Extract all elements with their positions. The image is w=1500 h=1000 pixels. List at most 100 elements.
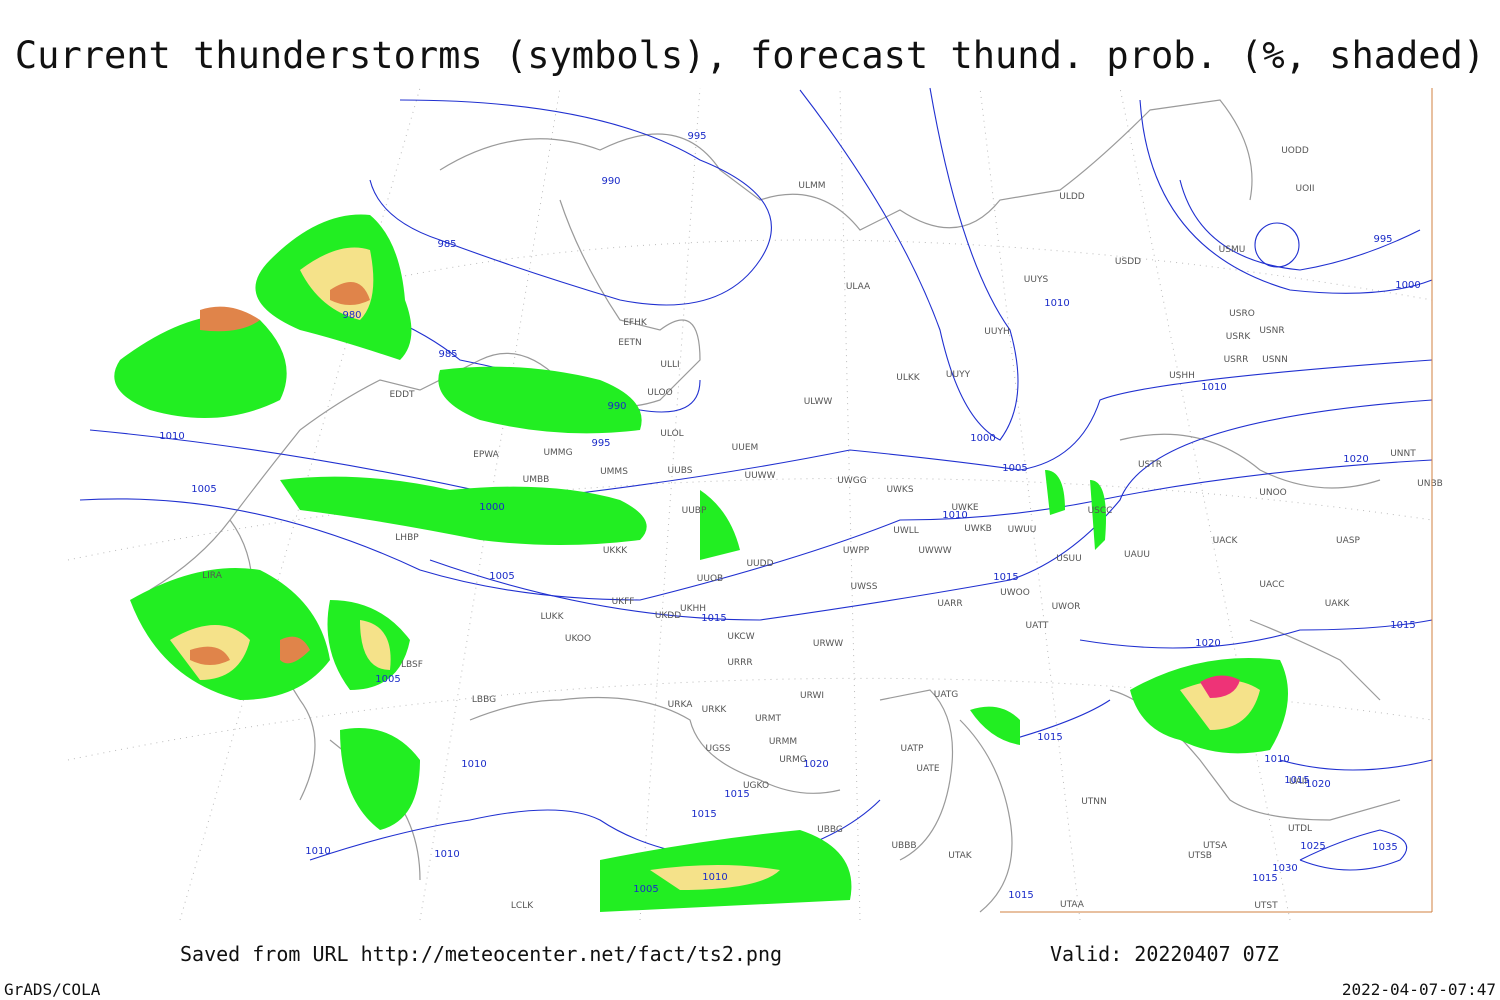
isobar-label: 1000 [1395,280,1420,291]
isobar-label: 1020 [803,759,828,770]
station-label: UATG [934,690,959,700]
station-label: UMBB [523,475,550,485]
timestamp: 2022-04-07-07:47 [1342,980,1496,999]
software: GrADS/COLA [4,980,101,999]
station-label: UWWW [918,546,951,556]
station-label: ULDD [1059,192,1085,202]
station-label: UBBG [817,825,843,835]
isobar-label: 1030 [1272,863,1297,874]
station-label: UUYY [946,370,971,380]
station-label: URMT [755,714,782,724]
station-label: UWOO [1000,588,1030,598]
station-label: UKCW [727,632,754,642]
station-label: UNBB [1417,479,1443,489]
station-label: UUWW [745,471,776,481]
station-label: USRR [1224,355,1249,365]
isobar-label: 995 [1373,234,1392,245]
station-label: UWKS [886,485,913,495]
isobar-label: 1005 [489,571,514,582]
station-label: UTSB [1188,851,1212,861]
station-label: USTR [1138,460,1162,470]
station-label: ULOL [660,429,683,439]
station-label: LBBG [472,695,496,705]
station-label: EFHK [623,318,648,328]
isobar-label: 1005 [191,484,216,495]
isobar-label: 1005 [1002,463,1027,474]
station-label: UTNN [1081,797,1107,807]
station-label: UACC [1259,580,1284,590]
station-label: UAKK [1325,599,1351,609]
isobar-label: 980 [342,310,361,321]
station-label: UWOR [1052,602,1081,612]
isobar-label: 990 [607,401,626,412]
station-label: UACK [1213,536,1239,546]
isobar-label: 1015 [1390,620,1415,631]
station-label: UATT [1026,621,1049,631]
title: Current thunderstorms (symbols), forecas… [15,34,1485,77]
station-label: UMMG [543,448,572,458]
station-label: URWW [813,639,843,649]
station-label: USHH [1169,371,1195,381]
station-label: UATP [901,744,925,754]
isobar-label: 1010 [461,759,486,770]
station-label: UTDL [1288,824,1312,834]
isobar-label: 1010 [305,846,330,857]
station-label: USUU [1056,554,1081,564]
station-label: UTSA [1203,841,1228,851]
station-label: ULOO [647,388,672,398]
station-label: URMM [769,737,797,747]
station-label: UTST [1254,901,1278,911]
map: ULMM ULDD UODD UOII USMU USDD ULAA UUYS USRO USNR… [67,87,1443,921]
station-label: UWLL [893,526,919,536]
station-label: URKK [702,705,728,715]
station-label: UTAK [948,851,973,861]
station-label: USRK [1226,332,1252,342]
station-label: UUBP [682,506,707,516]
station-label: UARR [937,599,962,609]
isobar-label: 985 [438,349,457,360]
isobar-label: 985 [437,239,456,250]
station-label: UUBS [668,466,693,476]
station-label: LBSF [401,660,423,670]
station-label: UTAA [1060,900,1085,910]
station-label: UODD [1281,146,1309,156]
station-label: UUYS [1024,275,1049,285]
isobar-label: 1015 [1252,873,1277,884]
isobar-label: 1025 [1300,841,1325,852]
station-label: UWKE [951,503,978,513]
source-url: Saved from URL http://meteocenter.net/fa… [180,942,782,966]
station-label: USDD [1115,257,1141,267]
isobar-label: 1015 [691,809,716,820]
station-label: UOII [1296,184,1315,194]
station-label: UBBB [891,841,916,851]
station-label: UASP [1336,536,1360,546]
station-label: UNNT [1390,449,1416,459]
station-label: USMU [1219,245,1246,255]
isobar-label: 1015 [701,613,726,624]
station-label: UMMS [600,467,628,477]
station-label: UUEM [732,443,759,453]
isobar-label: 1010 [159,431,184,442]
station-label: UNOO [1259,488,1287,498]
station-label: UUDD [746,559,773,569]
isobar-label: 1000 [479,502,504,513]
station-label: UKOO [565,634,591,644]
isobar-label: 1020 [1305,779,1330,790]
isobar-label: 1015 [724,789,749,800]
isobar-label: 1015 [1284,775,1309,786]
isobar-labels: 995 990 985 980 985 990 995 1010 1005 1000 1005 100… [159,131,1420,901]
station-label: ULMM [798,181,825,191]
station-label: UGSS [706,744,731,754]
isobar-label: 1010 [1044,298,1069,309]
station-label: USCC [1088,506,1113,516]
station-label: LCLK [511,901,534,911]
isobar-label: 1005 [633,884,658,895]
isobar-label: 1010 [1201,382,1226,393]
station-label: LIRA [202,571,223,581]
isobar-label: 1000 [970,433,995,444]
isobars [79,87,1433,871]
station-label: UKDD [655,611,681,621]
station-label: ULKK [896,373,921,383]
station-label: LHBP [395,533,419,543]
isobar-label: 990 [601,176,620,187]
